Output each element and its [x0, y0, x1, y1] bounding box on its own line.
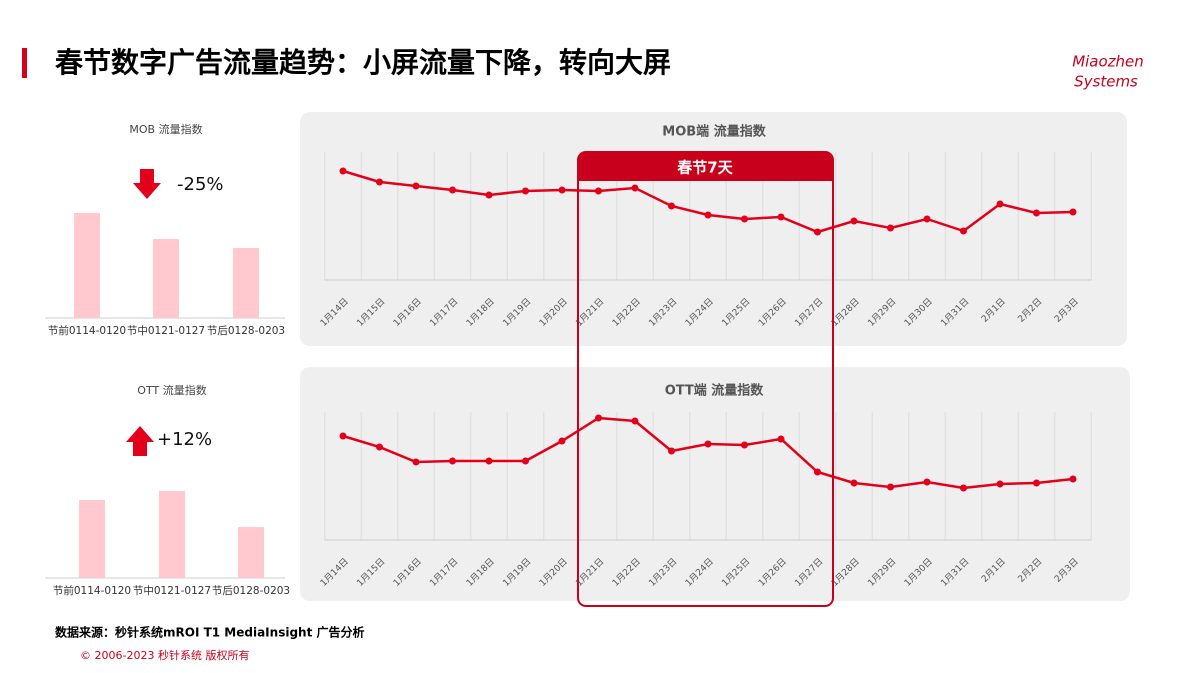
point [741, 215, 748, 223]
source: 数据来源：秒针系统mROI T1 MediaInsight 广告分析 [55, 625, 365, 640]
highlight-label: 春节7天 [677, 159, 733, 177]
point [704, 211, 712, 219]
point [777, 435, 785, 443]
bar [153, 239, 179, 318]
change-label: +12% [157, 429, 212, 450]
point [741, 441, 748, 449]
x-tick-label: 节后0128-0203 [207, 325, 285, 337]
chart-title: OTT端 流量指数 [665, 383, 765, 399]
highlight-header [578, 152, 833, 181]
point [996, 200, 1004, 208]
slide-title: 春节数字广告流量趋势：小屏流量下降，转向大屏 [55, 46, 671, 79]
point [850, 217, 858, 225]
point [376, 443, 383, 451]
x-tick-label: 节中0121-0127 [133, 584, 211, 597]
point [339, 432, 347, 440]
chart-title: MOB 流量指数 [129, 122, 202, 136]
point [996, 480, 1004, 488]
point [1033, 479, 1040, 487]
point [449, 457, 456, 465]
point [923, 215, 931, 223]
point [668, 447, 675, 455]
point [485, 457, 493, 465]
copyright: © 2006-2023 秒针系统 版权所有 [80, 648, 249, 662]
point [960, 227, 967, 235]
point [814, 228, 821, 236]
x-tick-label: 节中0121-0127 [127, 324, 205, 337]
point [668, 202, 675, 210]
point [339, 167, 347, 175]
point [449, 186, 456, 194]
point [412, 458, 420, 466]
bar [238, 527, 264, 578]
point [923, 478, 931, 486]
panel [300, 112, 1127, 346]
logo-line2: Systems [1074, 73, 1138, 91]
point [850, 479, 858, 487]
bar [233, 248, 259, 318]
point [814, 468, 821, 476]
point [631, 184, 639, 192]
bar [74, 213, 100, 318]
point [376, 178, 383, 186]
arrow-icon [126, 426, 154, 456]
chart-title: MOB端 流量指数 [662, 124, 766, 140]
point [595, 414, 602, 422]
point [558, 186, 566, 194]
point [704, 440, 712, 448]
change-label: -25% [177, 174, 224, 195]
x-tick-label: 节前0114-0120 [48, 324, 126, 337]
title-accent [22, 48, 27, 78]
x-tick-label: 节前0114-0120 [53, 584, 131, 597]
x-tick-label: 节后0128-0203 [212, 585, 290, 597]
point [522, 457, 529, 465]
bar [79, 500, 105, 578]
point [887, 224, 894, 232]
point [412, 182, 420, 190]
point [485, 191, 493, 199]
point [1069, 475, 1077, 483]
point [1069, 208, 1077, 216]
point [777, 213, 785, 221]
point [1033, 209, 1040, 217]
point [631, 417, 639, 425]
point [887, 483, 894, 491]
bar [159, 491, 185, 578]
chart-title: OTT 流量指数 [137, 383, 206, 397]
point [595, 187, 602, 195]
point [522, 187, 529, 195]
logo-line1: Miaozhen [1072, 53, 1144, 71]
arrow-icon [133, 169, 161, 199]
point [558, 437, 566, 445]
point [960, 484, 967, 492]
